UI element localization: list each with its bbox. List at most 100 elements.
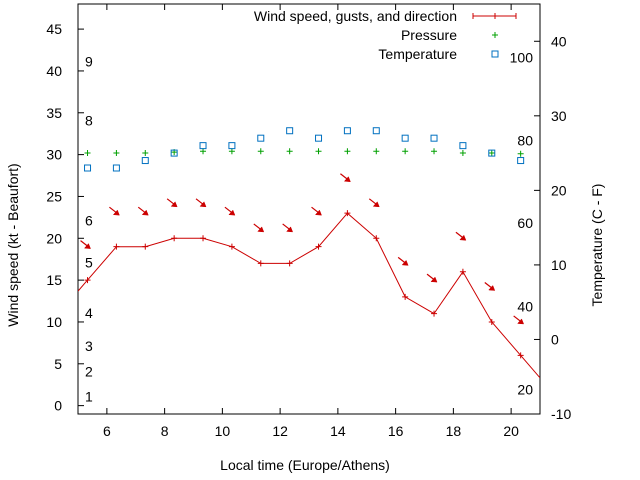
wind-speed-point [373,235,380,242]
wind-speed-point [142,243,149,250]
pressure-point [373,148,380,155]
wind-speed-point [84,277,91,284]
x-tick-label: 20 [503,423,519,439]
y-tick-label: 35 [46,105,62,121]
wind-direction-arrow [80,240,91,249]
x-tick-label: 6 [103,423,111,439]
wind-speed-point [431,310,438,317]
pressure-point [257,148,264,155]
y2-axis-label: Temperature (C - F) [589,184,605,307]
temperature-point [141,157,149,165]
legend-label: Temperature [378,46,457,62]
temperature-point [488,149,496,157]
legend-marker-temperature [491,50,499,58]
wind-speed-point [286,260,293,267]
pressure-point [344,148,351,155]
pressure-point [488,149,495,156]
pressure-point [113,149,120,156]
legend-label: Wind speed, gusts, and direction [254,8,457,24]
plot-frame [77,3,541,415]
wind-direction-arrow [484,282,496,291]
wind-direction-arrow [397,256,409,266]
y2-tick-label: 10 [551,257,567,273]
y-tick-label: 15 [46,272,62,288]
fahrenheit-label: 80 [517,132,533,148]
wind-speed-point [517,352,524,359]
beaufort-label: 5 [85,255,93,271]
y2-tick-label: 0 [551,331,559,347]
temperature-point [170,149,178,157]
wind-direction-arrow [455,231,467,241]
temperature-point [517,157,525,165]
temperature-point [286,127,294,135]
temperature-point [199,142,207,150]
pressure-point [84,149,91,156]
legend-marker-wind [472,13,517,19]
x-tick-label: 10 [215,423,231,439]
beaufort-label: 3 [85,338,93,354]
y-tick-label: 0 [54,398,62,414]
x-tick-label: 8 [161,423,169,439]
temperature-point [459,142,467,150]
wind-speed-point [459,268,466,275]
x-tick-label: 14 [330,423,346,439]
wind-direction-arrow [368,198,380,208]
wind-direction-arrow [253,223,265,233]
y-tick-label: 30 [46,147,62,163]
wind-speed-point [315,243,322,250]
temperature-point [112,164,120,172]
x-tick-label: 16 [388,423,404,439]
y-axis-label: Wind speed (kt - Beaufort) [5,163,21,326]
pressure-point [200,148,207,155]
wind-direction-arrow [340,173,351,182]
y-tick-label: 25 [46,188,62,204]
wind-direction-arrow [426,273,438,283]
wind-speed-point [257,260,264,267]
wind-direction-arrow [282,223,294,233]
wind-speed-point [200,235,207,242]
pressure-point [315,148,322,155]
temperature-point [228,142,236,150]
temperature-point [343,127,351,135]
fahrenheit-label: 60 [517,215,533,231]
fahrenheit-label: 40 [517,299,533,315]
pressure-point [459,149,466,156]
x-tick-label: 18 [446,423,462,439]
y-tick-label: 10 [46,314,62,330]
wind-speed-point [344,210,351,217]
y-tick-label: 5 [54,356,62,372]
beaufort-label: 1 [85,388,93,404]
wind-direction-arrow [137,206,149,216]
pressure-point [142,149,149,156]
wind-speed-point [488,318,495,325]
pressure-point [228,148,235,155]
temperature-point [372,127,380,135]
y2-tick-label: 40 [551,33,567,49]
wind-speed-point [171,235,178,242]
wind-direction-arrow [513,315,525,325]
pressure-point [286,148,293,155]
fahrenheit-label: 20 [517,381,533,397]
temperature-point [315,134,323,142]
wind-direction-arrow [224,206,236,216]
beaufort-label: 2 [85,363,93,379]
pressure-point [402,148,409,155]
y2-tick-label: 20 [551,182,567,198]
pressure-point [517,150,524,157]
wind-speed-point [228,243,235,250]
y2-tick-label: 30 [551,108,567,124]
beaufort-label: 4 [85,305,93,321]
y-tick-label: 20 [46,230,62,246]
wind-direction-arrow [311,206,322,216]
wind-direction-arrow [195,198,207,208]
legend-label: Pressure [401,27,457,43]
y2-tick-label: -10 [551,406,571,422]
x-tick-label: 12 [272,423,288,439]
beaufort-label: 9 [85,54,93,70]
fahrenheit-label: 100 [510,50,534,66]
x-axis-label: Local time (Europe/Athens) [220,457,390,473]
legend-marker-pressure [492,32,498,38]
temperature-point [430,134,438,142]
y-tick-label: 45 [46,21,62,37]
